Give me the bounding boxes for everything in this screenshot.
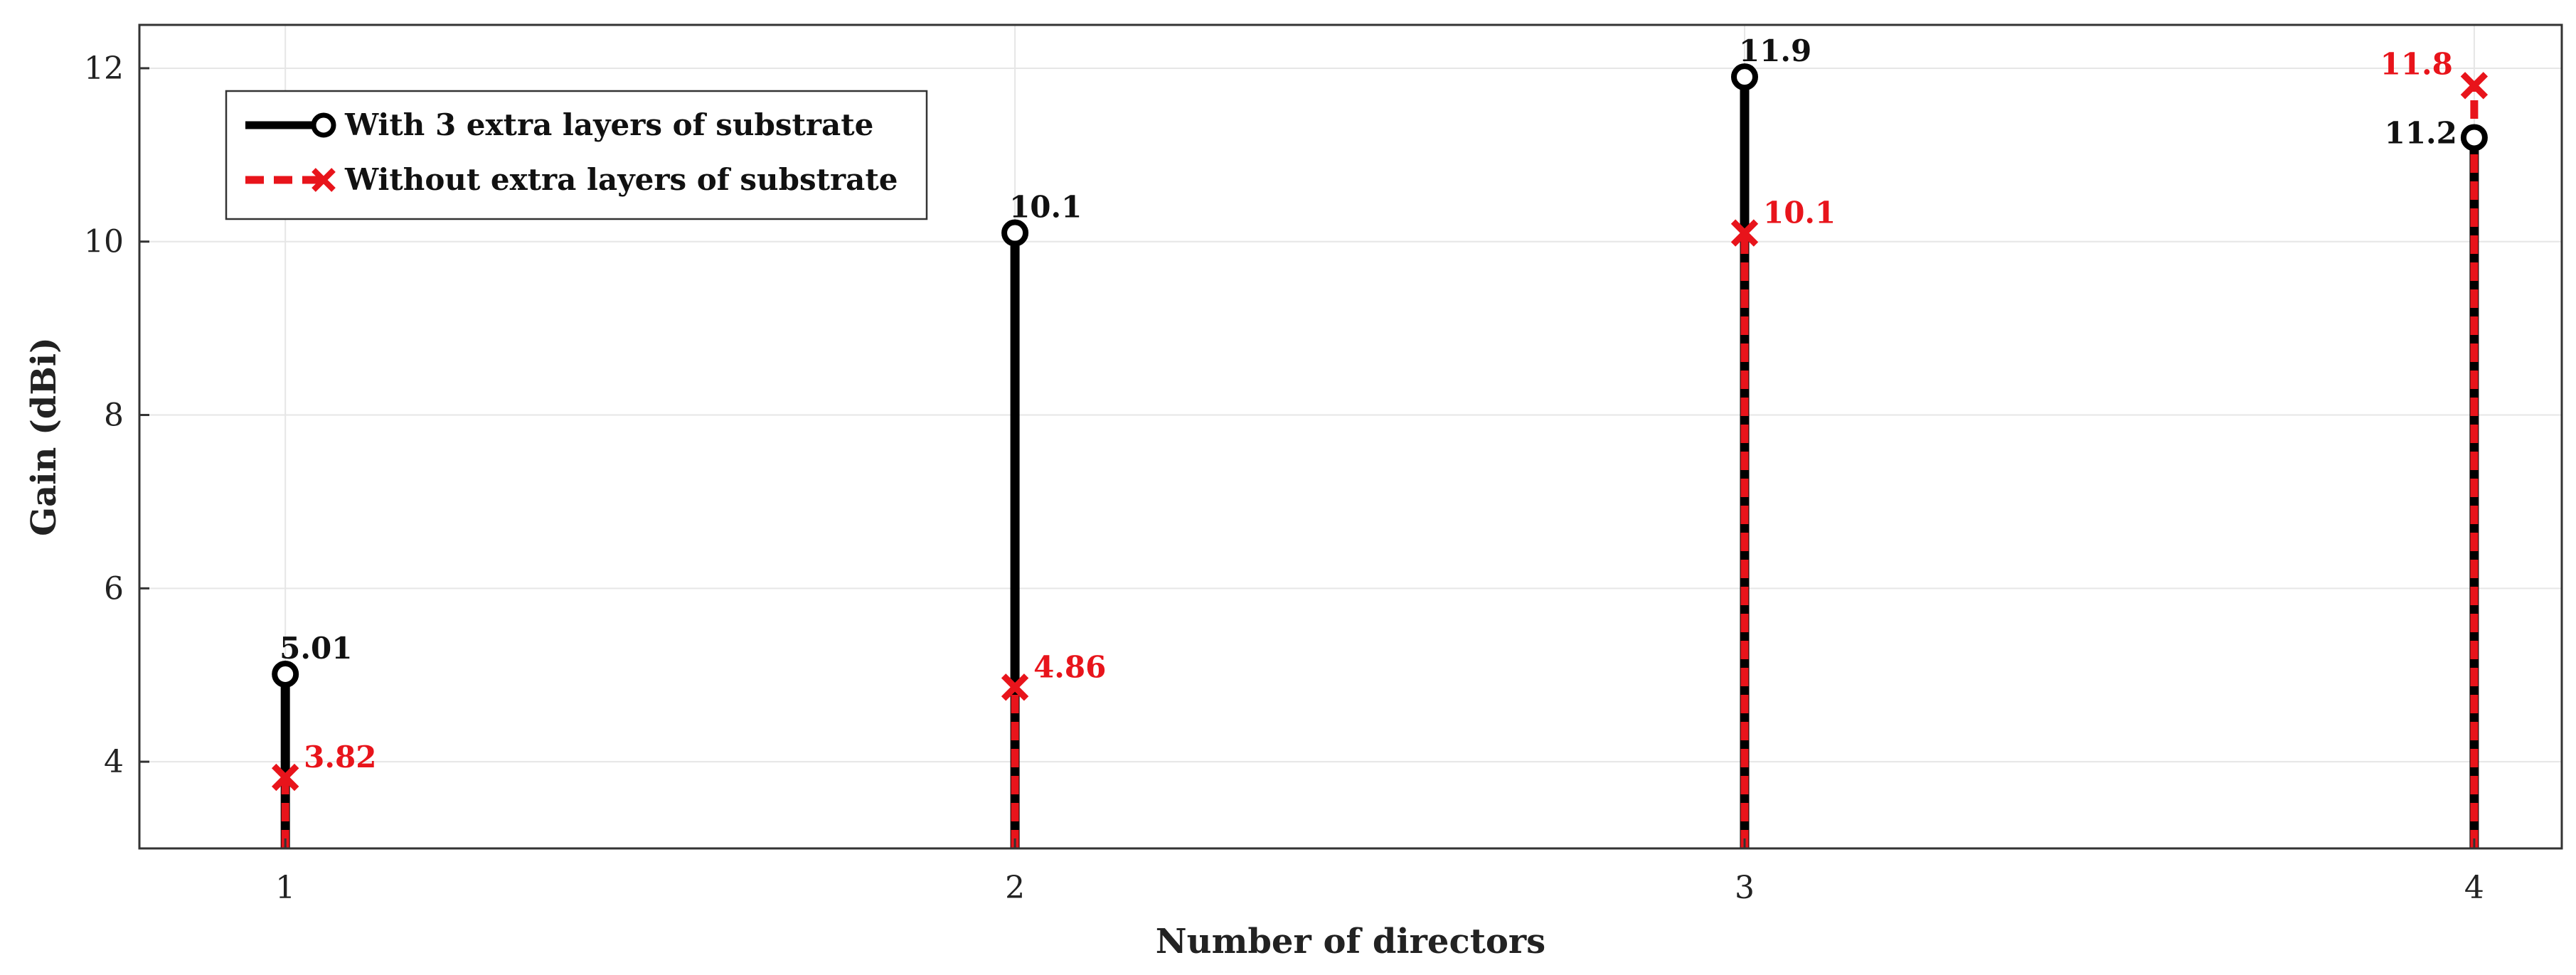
legend-label-without-layers: Without extra layers of substrate (344, 162, 898, 197)
marker-x-without-layers (2460, 72, 2489, 100)
marker-circle-with-layers (1730, 63, 1758, 91)
data-label-without-layers: 10.1 (1763, 196, 1836, 230)
marker-x-without-layers (1730, 219, 1759, 247)
marker-x-without-layers (1001, 673, 1029, 701)
data-labels: 5.01 3.82 10.1 4.86 11.9 10.1 11.2 11.8 (280, 33, 2457, 774)
x-tick-label: 3 (1735, 870, 1755, 906)
data-label-without-layers: 4.86 (1033, 649, 1106, 684)
legend-marker-x (312, 168, 336, 192)
legend-label-with-layers: With 3 extra layers of substrate (344, 107, 873, 142)
x-tick-label: 4 (2464, 870, 2484, 906)
y-tick-label: 8 (104, 398, 124, 434)
x-tick-label: 2 (1005, 870, 1025, 906)
y-tick-label: 4 (104, 744, 124, 780)
y-tick-label: 6 (104, 570, 124, 607)
legend-box (225, 90, 928, 220)
markers (271, 63, 2489, 792)
marker-circle-with-layers (1001, 219, 1029, 247)
data-label-with-layers: 11.9 (1739, 33, 1811, 68)
data-label-without-layers: 3.82 (304, 740, 376, 774)
legend-marker-circle (311, 112, 336, 138)
marker-x-without-layers (271, 763, 299, 792)
marker-circle-with-layers (272, 660, 299, 688)
data-label-with-layers: 5.01 (280, 631, 352, 666)
y-tick-label: 12 (84, 50, 124, 87)
plot-frame (138, 23, 2563, 850)
x-tick-label: 1 (275, 870, 295, 906)
y-tick-label: 10 (84, 224, 124, 260)
x-axis-label: Number of directors (1156, 922, 1545, 961)
marker-circle-with-layers (2460, 124, 2488, 151)
legend: With 3 extra layers of substrate Without… (225, 90, 928, 220)
y-axis-label: Gain (dBi) (24, 337, 64, 536)
data-label-with-layers: 11.2 (2385, 115, 2457, 150)
data-label-without-layers: 11.8 (2380, 46, 2453, 81)
data-label-with-layers: 10.1 (1009, 190, 1082, 225)
stems (280, 77, 2479, 848)
